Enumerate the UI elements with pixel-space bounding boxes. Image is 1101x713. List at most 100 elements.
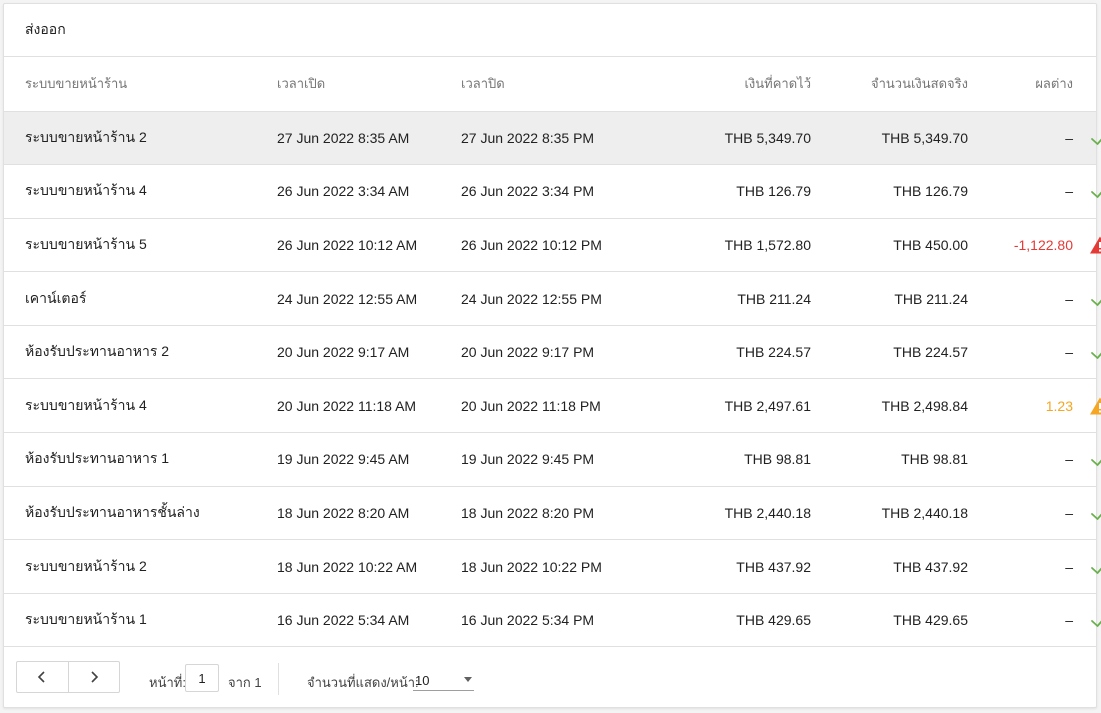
cell-closed: 18 Jun 2022 10:22 PM (461, 539, 641, 594)
table-row[interactable]: ห้องรับประทานอาหาร 2 20 Jun 2022 9:17 AM 2… (4, 325, 1101, 380)
cell-register: ระบบขายหน้าร้าน 4 (4, 378, 277, 434)
cell-actual: THB 98.81 (811, 432, 968, 487)
cell-closed: 20 Jun 2022 9:17 PM (461, 325, 641, 380)
cell-expected: THB 1,572.80 (641, 218, 811, 273)
cell-register: เคาน์เตอร์ (4, 271, 277, 326)
cell-difference: – (968, 271, 1073, 326)
shift-table: ระบบขายหน้าร้าน เวลาเปิด เวลาปิด เงินที่… (4, 57, 1101, 648)
cell-actual: THB 437.92 (811, 539, 968, 594)
table-row[interactable]: ระบบขายหน้าร้าน 4 26 Jun 2022 3:34 AM 26 J… (4, 164, 1101, 219)
export-card: ส่งออก ระบบขายหน้าร้าน เวลาเปิด เวลาปิด … (3, 3, 1101, 709)
chevron-left-icon (38, 671, 45, 683)
cell-opened: 20 Jun 2022 11:18 AM (277, 378, 461, 434)
cell-closed: 18 Jun 2022 8:20 PM (461, 486, 641, 541)
cell-difference: – (968, 539, 1073, 594)
column-opened[interactable]: เวลาเปิด (277, 57, 461, 112)
cell-status (1073, 218, 1101, 273)
cell-difference: -1,122.80 (968, 218, 1073, 273)
cell-closed: 19 Jun 2022 9:45 PM (461, 432, 641, 487)
next-page-button[interactable] (67, 662, 120, 692)
cell-expected: THB 2,497.61 (641, 378, 811, 434)
cell-opened: 27 Jun 2022 8:35 AM (277, 111, 461, 166)
page-count-label: จาก 1 (228, 675, 262, 690)
warning-triangle-icon (1089, 236, 1101, 254)
cell-actual: THB 2,498.84 (811, 378, 968, 434)
cell-status (1073, 111, 1101, 166)
cell-expected: THB 211.24 (641, 271, 811, 326)
cell-register: ห้องรับประทานอาหาร 2 (4, 325, 277, 380)
cell-opened: 18 Jun 2022 8:20 AM (277, 486, 461, 541)
cell-closed: 27 Jun 2022 8:35 PM (461, 111, 641, 166)
page-number-input[interactable] (185, 664, 219, 692)
prev-page-button[interactable] (17, 662, 68, 692)
cell-opened: 19 Jun 2022 9:45 AM (277, 432, 461, 487)
table-row[interactable]: ระบบขายหน้าร้าน 2 18 Jun 2022 10:22 AM 18 … (4, 539, 1101, 594)
per-page-select[interactable]: 10 (413, 669, 474, 691)
column-register[interactable]: ระบบขายหน้าร้าน (4, 57, 277, 112)
cell-status (1073, 378, 1101, 434)
cell-expected: THB 224.57 (641, 325, 811, 380)
cell-register: ระบบขายหน้าร้าน 5 (4, 218, 277, 273)
table-row[interactable]: ห้องรับประทานอาหารชั้นล่าง 18 Jun 2022 8:… (4, 486, 1101, 541)
check-icon (1089, 611, 1101, 628)
table-row[interactable]: เคาน์เตอร์ 24 Jun 2022 12:55 AM 24 Jun 202… (4, 271, 1101, 326)
cell-actual: THB 126.79 (811, 164, 968, 219)
check-icon (1089, 557, 1101, 574)
pagination-divider (278, 663, 279, 695)
caret-down-icon (464, 677, 472, 682)
warning-triangle-icon (1089, 396, 1101, 415)
table-body: ระบบขายหน้าร้าน 2 27 Jun 2022 8:35 AM 27 J… (4, 111, 1101, 648)
cell-difference: – (968, 593, 1073, 648)
cell-status (1073, 593, 1101, 648)
cell-register: ห้องรับประทานอาหาร 1 (4, 432, 277, 487)
per-page-label: จำนวนที่แสดง/หน้า: (307, 675, 419, 690)
check-icon (1089, 450, 1101, 467)
cell-closed: 26 Jun 2022 10:12 PM (461, 218, 641, 273)
column-expected[interactable]: เงินที่คาดไว้ (641, 57, 811, 112)
table-row[interactable]: ระบบขายหน้าร้าน 2 27 Jun 2022 8:35 AM 27 J… (4, 111, 1101, 166)
cell-expected: THB 98.81 (641, 432, 811, 487)
column-difference[interactable]: ผลต่าง (968, 57, 1073, 112)
cell-actual: THB 211.24 (811, 271, 968, 326)
cell-closed: 20 Jun 2022 11:18 PM (461, 378, 641, 434)
check-icon (1089, 129, 1101, 145)
table-row[interactable]: ระบบขายหน้าร้าน 1 16 Jun 2022 5:34 AM 16 J… (4, 593, 1101, 648)
cell-status (1073, 432, 1101, 487)
cell-closed: 26 Jun 2022 3:34 PM (461, 164, 641, 219)
cell-actual: THB 429.65 (811, 593, 968, 648)
cell-register: ระบบขายหน้าร้าน 4 (4, 164, 277, 219)
cell-opened: 26 Jun 2022 3:34 AM (277, 164, 461, 219)
column-actual[interactable]: จำนวนเงินสดจริง (811, 57, 968, 112)
cell-register: ระบบขายหน้าร้าน 2 (4, 111, 277, 166)
cell-expected: THB 437.92 (641, 539, 811, 594)
column-closed[interactable]: เวลาปิด (461, 57, 641, 112)
per-page-value: 10 (415, 673, 430, 688)
pagination-bar: หน้าที่: จาก 1 จำนวนที่แสดง/หน้า: 10 (4, 647, 1096, 709)
table-row[interactable]: ระบบขายหน้าร้าน 4 20 Jun 2022 11:18 AM 20 … (4, 378, 1101, 434)
cell-closed: 24 Jun 2022 12:55 PM (461, 271, 641, 326)
page-label: หน้าที่: (149, 675, 186, 690)
cell-difference: – (968, 111, 1073, 166)
cell-actual: THB 224.57 (811, 325, 968, 380)
cell-difference: – (968, 432, 1073, 487)
chevron-right-icon (91, 671, 98, 683)
check-icon (1089, 289, 1101, 306)
check-icon (1089, 504, 1101, 520)
cell-status (1073, 164, 1101, 219)
table-row[interactable]: ห้องรับประทานอาหาร 1 19 Jun 2022 9:45 AM 1… (4, 432, 1101, 487)
cell-status (1073, 539, 1101, 594)
table-row[interactable]: ระบบขายหน้าร้าน 5 26 Jun 2022 10:12 AM 26 … (4, 218, 1101, 273)
cell-actual: THB 450.00 (811, 218, 968, 273)
cell-opened: 18 Jun 2022 10:22 AM (277, 539, 461, 594)
cell-difference: – (968, 164, 1073, 219)
cell-actual: THB 2,440.18 (811, 486, 968, 541)
cell-difference: 1.23 (968, 378, 1073, 434)
cell-register: ห้องรับประทานอาหารชั้นล่าง (4, 486, 277, 541)
cell-status (1073, 271, 1101, 326)
export-button[interactable]: ส่งออก (4, 4, 1096, 57)
cell-expected: THB 5,349.70 (641, 111, 811, 166)
cell-opened: 24 Jun 2022 12:55 AM (277, 271, 461, 326)
cell-status (1073, 325, 1101, 380)
cell-expected: THB 126.79 (641, 164, 811, 219)
check-icon (1089, 343, 1101, 360)
